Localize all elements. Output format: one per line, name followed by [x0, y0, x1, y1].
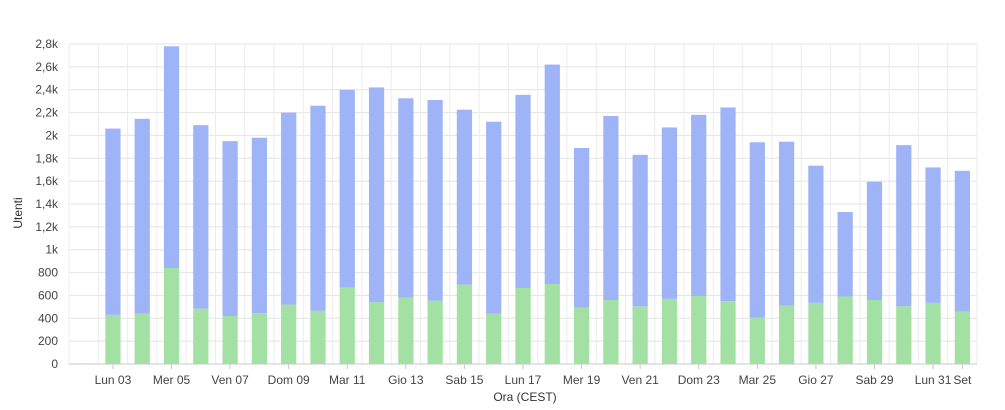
bar-segment-series-2[interactable] — [163, 46, 180, 269]
bar-segment-series-2[interactable] — [515, 94, 531, 288]
x-tick-label: Lun 31 — [915, 373, 952, 387]
y-tick-label: 1,8k — [35, 151, 59, 165]
x-tick-label: Dom 09 — [268, 373, 310, 387]
bar-segment-series-1[interactable] — [720, 301, 736, 364]
x-tick-label: Sab 15 — [445, 373, 483, 387]
bar-segment-series-2[interactable] — [778, 141, 795, 306]
x-tick-label: Mar 25 — [739, 373, 777, 387]
bar-segment-series-1[interactable] — [573, 307, 590, 364]
bar-segment-series-1[interactable] — [134, 313, 150, 364]
y-tick-label: 2,4k — [35, 83, 59, 97]
bar-segment-series-2[interactable] — [808, 165, 824, 303]
x-tick-label: Mar 11 — [329, 373, 366, 387]
x-tick-label: Lun 17 — [505, 373, 542, 387]
bar-segment-series-2[interactable] — [486, 121, 502, 314]
x-tick-label: Lun 03 — [95, 373, 132, 387]
y-tick-label: 800 — [38, 266, 58, 280]
bar-segment-series-1[interactable] — [603, 300, 619, 364]
bar-segment-series-2[interactable] — [310, 105, 326, 311]
bar-segment-series-1[interactable] — [76, 363, 92, 364]
bar-segment-series-1[interactable] — [222, 316, 238, 364]
bar-segment-series-2[interactable] — [632, 154, 648, 307]
bar-segment-series-1[interactable] — [281, 304, 297, 364]
y-tick-label: 0 — [51, 357, 58, 371]
bar-segment-series-1[interactable] — [339, 287, 355, 364]
bar-segment-series-1[interactable] — [515, 288, 531, 364]
x-tick-label: Mer 05 — [153, 373, 191, 387]
bar-segment-series-1[interactable] — [427, 300, 443, 364]
bar-segment-series-1[interactable] — [251, 313, 268, 364]
bar-segment-series-1[interactable] — [778, 305, 795, 364]
y-tick-label: 400 — [38, 311, 58, 325]
bar-segment-series-2[interactable] — [222, 141, 238, 316]
bar-segment-series-1[interactable] — [661, 298, 678, 364]
x-tick-label: Ven 07 — [211, 373, 249, 387]
y-tick-label: 1,2k — [35, 220, 59, 234]
bar-segment-series-2[interactable] — [193, 125, 209, 309]
bar-segment-series-2[interactable] — [603, 116, 619, 300]
bar-segment-series-2[interactable] — [749, 142, 765, 318]
y-tick-label: 1,4k — [35, 197, 59, 211]
bar-segment-series-2[interactable] — [339, 89, 355, 288]
y-tick-label: 200 — [38, 334, 58, 348]
x-tick-label: Set — [953, 373, 972, 387]
bar-segment-series-2[interactable] — [456, 109, 473, 285]
x-tick-label: Sab 29 — [855, 373, 893, 387]
bar-segment-series-1[interactable] — [837, 296, 853, 364]
grid — [68, 43, 978, 365]
bar-segment-series-1[interactable] — [398, 297, 414, 364]
y-tick-label: 600 — [38, 288, 58, 302]
bar-segment-series-2[interactable] — [661, 127, 678, 299]
x-tick-label: Dom 23 — [678, 373, 720, 387]
bar-segment-series-1[interactable] — [310, 310, 326, 364]
bar-segment-series-1[interactable] — [925, 302, 941, 364]
bar-segment-series-1[interactable] — [866, 300, 883, 364]
bar-segment-series-2[interactable] — [691, 114, 707, 296]
bar-segment-series-2[interactable] — [573, 148, 590, 308]
bar-segment-series-2[interactable] — [544, 64, 560, 284]
bar-segment-series-2[interactable] — [837, 212, 853, 297]
y-tick-label: 2,8k — [35, 37, 59, 51]
bar-segment-series-2[interactable] — [368, 87, 385, 303]
bar-segment-series-1[interactable] — [486, 313, 502, 364]
bar-segment-series-1[interactable] — [163, 268, 180, 364]
bar-segment-series-1[interactable] — [193, 308, 209, 364]
bar-segment-series-1[interactable] — [632, 306, 648, 364]
y-tick-label: 2,6k — [35, 60, 59, 74]
bar-segment-series-2[interactable] — [896, 145, 912, 307]
y-axis-title: Utenti — [11, 197, 25, 228]
bar-segment-series-2[interactable] — [954, 170, 970, 312]
bars — [76, 46, 970, 364]
x-tick-label: Ven 21 — [621, 373, 659, 387]
bar-segment-series-2[interactable] — [925, 167, 941, 303]
bar-segment-series-1[interactable] — [896, 306, 912, 364]
bar-segment-series-2[interactable] — [105, 128, 121, 315]
y-axis-ticks: 0 200 400 600 800 1k 1,2k 1,4k 1,6k 1,8k 2k 2,2k 2,4… — [35, 37, 59, 371]
bar-segment-series-2[interactable] — [281, 112, 297, 305]
bar-segment-series-1[interactable] — [691, 296, 707, 364]
x-axis-title: Ora (CEST) — [493, 390, 556, 404]
bar-segment-series-1[interactable] — [954, 311, 970, 364]
bar-segment-series-2[interactable] — [251, 137, 268, 314]
bar-segment-series-1[interactable] — [105, 314, 121, 364]
bar-segment-series-1[interactable] — [749, 317, 765, 364]
bar-segment-series-1[interactable] — [808, 302, 824, 364]
x-axis-ticks: Lun 03 Mer 05 Ven 07 Dom 09 Mar 11 Gio 13 Sab … — [95, 364, 972, 387]
bar-segment-series-2[interactable] — [427, 100, 443, 301]
bar-segment-series-2[interactable] — [720, 107, 736, 302]
bar-segment-series-1[interactable] — [456, 284, 473, 364]
x-tick-label: Gio 13 — [388, 373, 424, 387]
bar-segment-series-2[interactable] — [134, 118, 150, 314]
x-tick-label: Mer 19 — [563, 373, 601, 387]
y-tick-label: 1k — [45, 243, 59, 257]
bar-segment-series-1[interactable] — [544, 284, 560, 364]
bar-segment-series-2[interactable] — [398, 98, 414, 298]
y-tick-label: 2k — [45, 128, 59, 142]
y-tick-label: 1,6k — [35, 174, 59, 188]
bar-segment-series-1[interactable] — [368, 302, 385, 364]
y-tick-label: 2,2k — [35, 106, 59, 120]
x-tick-label: Gio 27 — [798, 373, 834, 387]
bar-segment-series-2[interactable] — [866, 181, 883, 300]
